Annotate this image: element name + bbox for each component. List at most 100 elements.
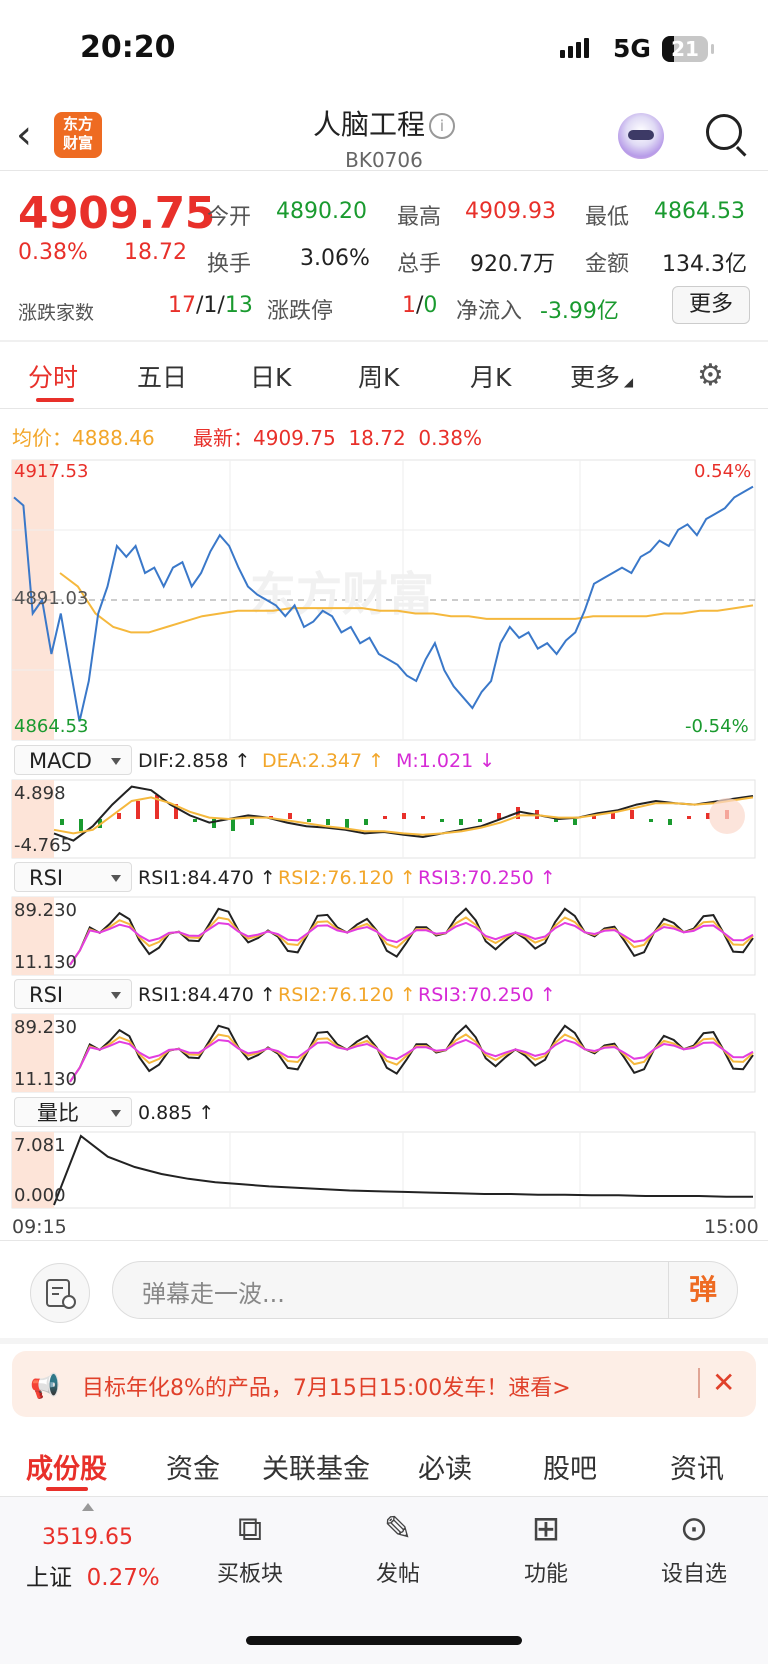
- tab-weekly-k[interactable]: 周K: [358, 363, 400, 392]
- price-min-label: 4864.53: [14, 716, 89, 737]
- buy-sector-icon: ⧉: [237, 1509, 263, 1549]
- volume-ratio-value: 0.885 ↑: [138, 1102, 215, 1124]
- tab-must-read[interactable]: 必读: [418, 1454, 472, 1485]
- tab-forum[interactable]: 股吧: [543, 1454, 597, 1485]
- index-summary[interactable]: 上证 0.27%: [26, 1565, 160, 1591]
- indicator-select-rsi[interactable]: RSI: [14, 979, 132, 1009]
- danmu-input[interactable]: [112, 1261, 738, 1319]
- tab-monthly-k[interactable]: 月K: [470, 363, 512, 392]
- macd-bar: [630, 810, 634, 819]
- tab-underline: [36, 398, 74, 402]
- macd-bar: [649, 819, 653, 822]
- macd-bar: [250, 819, 254, 825]
- turnover-value: 3.06%: [300, 246, 370, 271]
- tab-intraday[interactable]: 分时: [28, 363, 79, 392]
- sector-code: BK0706: [345, 148, 423, 172]
- macd-bar: [60, 819, 64, 825]
- change-value: 18.72: [124, 240, 187, 265]
- inflow-value: -3.99亿: [540, 299, 619, 324]
- macd-bar: [136, 801, 140, 819]
- add-watchlist-button[interactable]: ⊙ 设自选: [634, 1508, 754, 1588]
- macd-m-value: M:1.021 ↓: [396, 750, 496, 772]
- divider: [0, 170, 768, 171]
- macd-bar: [421, 816, 425, 819]
- macd-bar: [554, 819, 558, 822]
- vr-bottom-label: 0.000: [14, 1185, 66, 1206]
- buy-sector-button[interactable]: ⧉ 买板块: [190, 1508, 310, 1588]
- network-type: 5G: [613, 34, 651, 63]
- inflow-label: 净流入: [456, 299, 523, 324]
- expand-up-icon[interactable]: [82, 1503, 94, 1511]
- limit-label: 涨跌停: [267, 299, 334, 324]
- assistant-avatar-icon[interactable]: [618, 113, 664, 159]
- price-line: [13, 485, 754, 722]
- macd-bar: [117, 813, 121, 819]
- macd-bottom-label: -4.765: [14, 835, 73, 856]
- danmu-send-button[interactable]: 弹: [668, 1262, 737, 1318]
- macd-bar: [497, 813, 501, 819]
- indicator-select-macd[interactable]: MACD: [14, 745, 132, 775]
- battery-level: 21: [671, 37, 699, 61]
- intraday-chart[interactable]: 东方财富: [0, 455, 768, 1255]
- macd-bar: [592, 816, 596, 819]
- rsi-top-label: 89.230: [14, 1017, 77, 1038]
- index-value[interactable]: 3519.65: [42, 1525, 133, 1550]
- rsi1-value: RSI1:84.470 ↑: [138, 984, 276, 1006]
- battery-icon: 21: [662, 36, 714, 62]
- post-icon: ✎: [383, 1509, 413, 1549]
- macd-bar: [706, 813, 710, 819]
- promo-text[interactable]: 目标年化8%的产品，7月15日15:00发车！速看>: [82, 1376, 571, 1401]
- tab-constituents[interactable]: 成份股: [26, 1454, 107, 1485]
- open-label: 今开: [207, 205, 252, 230]
- settings-gear-icon[interactable]: ⚙: [697, 358, 724, 393]
- post-button[interactable]: ✎ 发帖: [338, 1508, 458, 1588]
- vr-top-label: 7.081: [14, 1135, 66, 1156]
- low-label: 最低: [585, 205, 630, 230]
- macd-bar: [288, 813, 292, 819]
- danmu-placeholder: 弹幕走一波...: [142, 1280, 285, 1308]
- macd-bar: [345, 819, 349, 828]
- macd-bar: [307, 819, 311, 822]
- amount-value: 134.3亿: [662, 252, 747, 277]
- tab-five-day[interactable]: 五日: [137, 363, 188, 392]
- tab-underline: [46, 1487, 88, 1491]
- tab-related-funds[interactable]: 关联基金: [262, 1454, 370, 1485]
- avg-price-legend: 均价：4888.46: [12, 426, 155, 450]
- close-icon[interactable]: ✕: [712, 1366, 736, 1399]
- function-icon: ⊞: [531, 1509, 561, 1549]
- price-mid-label: 4891.03: [14, 588, 89, 609]
- more-quote-button[interactable]: 更多: [672, 286, 750, 324]
- time-start-label: 09:15: [12, 1216, 67, 1238]
- function-button[interactable]: ⊞ 功能: [486, 1508, 606, 1588]
- time-end-label: 15:00: [704, 1216, 759, 1238]
- indicator-select-rsi[interactable]: RSI: [14, 862, 132, 892]
- rsi-bottom-label: 11.130: [14, 1069, 77, 1090]
- tab-news[interactable]: 资讯: [670, 1454, 724, 1485]
- signal-icon: [560, 38, 592, 58]
- divider: [0, 1240, 768, 1241]
- macd-bar: [668, 819, 672, 825]
- high-value: 4909.93: [465, 199, 556, 224]
- low-value: 4864.53: [654, 199, 745, 224]
- macd-bar: [687, 816, 691, 819]
- macd-bar: [174, 804, 178, 819]
- macd-bar: [402, 813, 406, 819]
- turnover-label: 换手: [207, 252, 252, 277]
- tab-more[interactable]: 更多 ◢: [570, 363, 634, 392]
- add-watchlist-icon: ⊙: [679, 1509, 709, 1549]
- macd-bar: [573, 819, 577, 825]
- indicator-select-volume-ratio[interactable]: 量比: [14, 1097, 132, 1127]
- danmu-settings-icon[interactable]: [30, 1263, 90, 1323]
- amount-label: 金额: [585, 252, 630, 277]
- tab-daily-k[interactable]: 日K: [250, 363, 292, 392]
- divider: [0, 1338, 768, 1344]
- pct-max-label: 0.54%: [694, 461, 752, 482]
- tab-funds[interactable]: 资金: [166, 1454, 220, 1485]
- promo-banner[interactable]: [12, 1351, 756, 1417]
- divider: [0, 408, 768, 409]
- back-icon[interactable]: ‹: [16, 112, 32, 158]
- rsi3-line: [69, 1038, 754, 1083]
- divider: [0, 340, 768, 342]
- search-icon[interactable]: [706, 114, 742, 150]
- info-icon[interactable]: i: [429, 113, 455, 139]
